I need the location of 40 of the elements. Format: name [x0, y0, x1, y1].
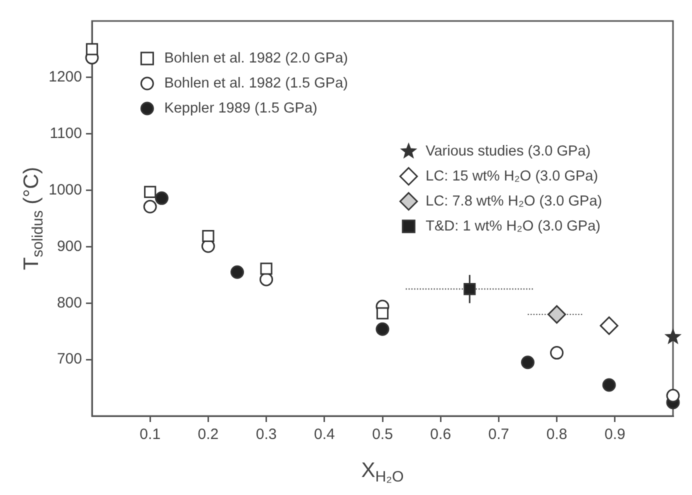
y-tick-label: 1000 [48, 181, 82, 198]
point [376, 307, 389, 320]
point [664, 328, 682, 344]
point [154, 191, 168, 205]
legend-label: Various studies (3.0 GPa) [426, 143, 591, 160]
point [230, 265, 244, 279]
x-tick-label: 0.2 [198, 426, 219, 444]
point [602, 378, 616, 392]
y-tick-label: 1100 [50, 125, 82, 142]
y-tick-label: 1200 [48, 68, 82, 86]
legend-label: Keppler 1989 (1.5 GPa) [164, 100, 318, 117]
legend-label: T&D: 1 wt% H₂O (3.0 GPa) [426, 218, 600, 234]
x-tick-label: 0.9 [604, 426, 626, 444]
y-axis-title: Tsolidus (°C) [20, 166, 46, 270]
x-tick-label: 0.4 [314, 426, 335, 444]
point [464, 282, 476, 296]
x-tick-label: 0.1 [140, 426, 161, 444]
legend-label: LC: 7.8 wt% H₂O (3.0 GPa) [426, 193, 602, 210]
legend-label: Bohlen et al. 1982 (2.0 GPa) [164, 50, 348, 67]
x-tick-label: 0.8 [546, 426, 568, 444]
y-tick-label: 700 [56, 350, 82, 368]
point [600, 316, 618, 335]
point [202, 230, 214, 242]
point [143, 200, 157, 214]
x-tick-label: 0.7 [488, 426, 510, 444]
point [550, 346, 564, 360]
point [521, 356, 534, 370]
point [260, 262, 272, 275]
point [376, 322, 390, 336]
y-tick-label: 800 [56, 294, 82, 312]
legend-label: Bohlen et al. 1982 (1.5 GPa) [164, 76, 348, 92]
y-tick-label: 900 [56, 238, 82, 255]
x-tick-label: 0.5 [372, 426, 393, 444]
point [144, 186, 156, 198]
legend-label: LC: 15 wt% H₂O (3.0 GPa) [426, 168, 598, 184]
point [86, 43, 98, 56]
x-tick-label: 0.6 [430, 426, 452, 444]
x-tick-label: 0.3 [256, 426, 277, 444]
point [666, 388, 680, 402]
point [548, 305, 566, 324]
